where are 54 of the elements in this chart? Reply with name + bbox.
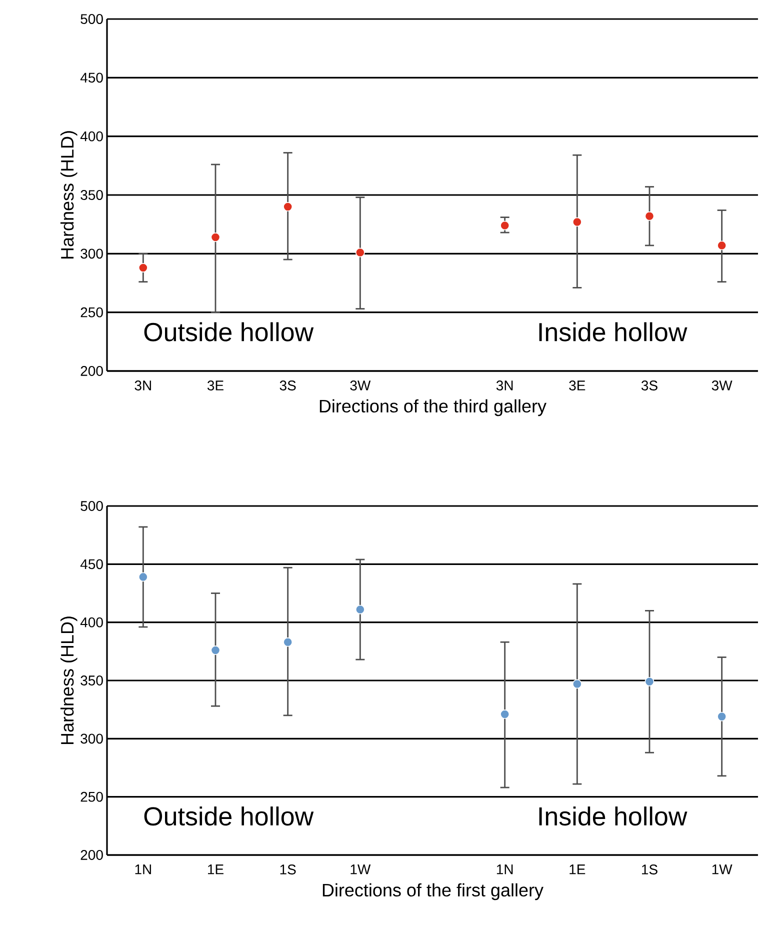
x-axis-title: Directions of the first gallery [323,883,544,900]
x-tick-label: 1W [350,864,371,874]
point [138,263,148,272]
y-tick-label: 300 [80,248,104,259]
x-tick-label: 1S [280,864,296,874]
y-tick-label: 500 [80,14,104,24]
y-tick-label: 450 [80,72,104,83]
y-tick-label: 500 [80,501,104,511]
point [572,679,582,689]
point [283,202,293,212]
x-tick-label: 1E [208,864,224,874]
point [138,572,148,582]
y-axis-title: Hardness (HLD) [60,131,78,259]
y-tick-label: 200 [80,366,104,376]
x-tick-label: 1W [712,864,732,874]
x-tick-label: 1E [570,864,586,874]
annotation: Outside hollow [144,322,314,342]
x-tick-label: 3N [496,380,513,390]
point [572,217,582,227]
x-tick-label: 3W [350,380,371,390]
y-tick-label: 350 [80,190,104,200]
annotation: Outside hollow [144,806,314,826]
x-tick-label: 1S [642,864,658,874]
point [210,232,220,242]
point [283,637,293,647]
point [717,712,727,722]
point [717,240,727,250]
y-tick-label: 200 [80,850,104,860]
point [356,248,365,258]
point [500,710,510,719]
x-tick-label: 3N [134,380,152,390]
point [210,646,220,655]
x-tick-label: 3E [208,380,224,390]
point [500,220,510,230]
point [644,676,654,686]
point [356,604,365,614]
x-tick-label: 3S [280,380,296,390]
x-tick-label: 3W [712,380,732,390]
y-tick-label: 450 [80,559,104,570]
y-tick-label: 350 [80,676,104,686]
x-tick-label: 1N [497,864,513,874]
x-tick-label: 3E [569,380,586,390]
point [644,211,654,221]
x-tick-label: 3S [642,380,658,390]
annotation: Inside hollow [539,806,688,826]
annotation: Inside hollow [539,322,688,342]
x-axis-title: Directions of the third gallery [320,399,547,416]
y-tick-label: 400 [80,617,104,628]
y-axis-title: Hardness (HLD) [60,616,78,744]
x-tick-label: 1N [135,864,152,874]
y-tick-label: 300 [80,734,104,744]
y-tick-label: 250 [80,792,104,802]
y-tick-label: 400 [80,131,104,142]
y-tick-label: 250 [80,307,104,318]
